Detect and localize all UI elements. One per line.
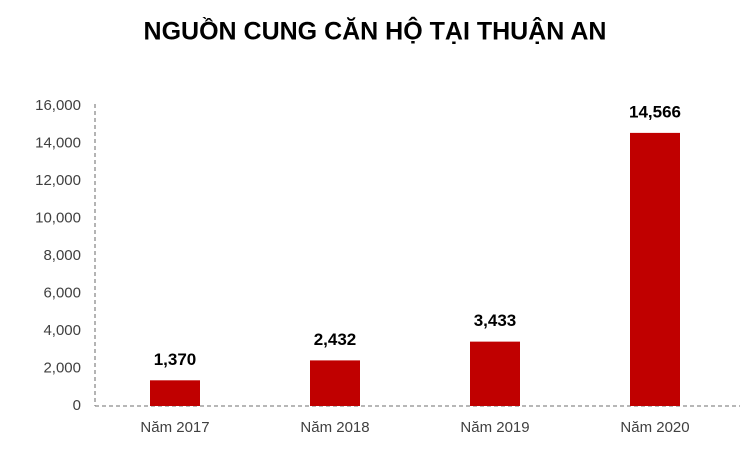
bar — [630, 132, 680, 406]
bar — [150, 380, 200, 406]
value-label: 3,433 — [474, 311, 517, 330]
y-tick-label: 0 — [73, 397, 81, 414]
y-tick-label: 6,000 — [43, 284, 81, 301]
y-tick-label: 10,000 — [35, 209, 81, 226]
y-tick-label: 16,000 — [35, 97, 81, 114]
value-label: 2,432 — [314, 330, 357, 349]
x-tick-label: Năm 2020 — [620, 419, 689, 436]
y-tick-label: 14,000 — [35, 134, 81, 151]
y-tick-label: 8,000 — [43, 247, 81, 264]
bar — [310, 360, 360, 406]
value-label: 14,566 — [629, 102, 681, 121]
x-tick-label: Năm 2017 — [140, 419, 209, 436]
value-label: 1,370 — [154, 350, 197, 369]
y-tick-label: 4,000 — [43, 322, 81, 339]
chart-title: NGUỒN CUNG CĂN HỘ TẠI THUẬN AN — [144, 16, 607, 46]
bar — [470, 341, 520, 406]
y-tick-label: 2,000 — [43, 359, 81, 376]
x-tick-label: Năm 2018 — [300, 419, 369, 436]
x-tick-label: Năm 2019 — [460, 419, 529, 436]
y-tick-label: 12,000 — [35, 172, 81, 189]
